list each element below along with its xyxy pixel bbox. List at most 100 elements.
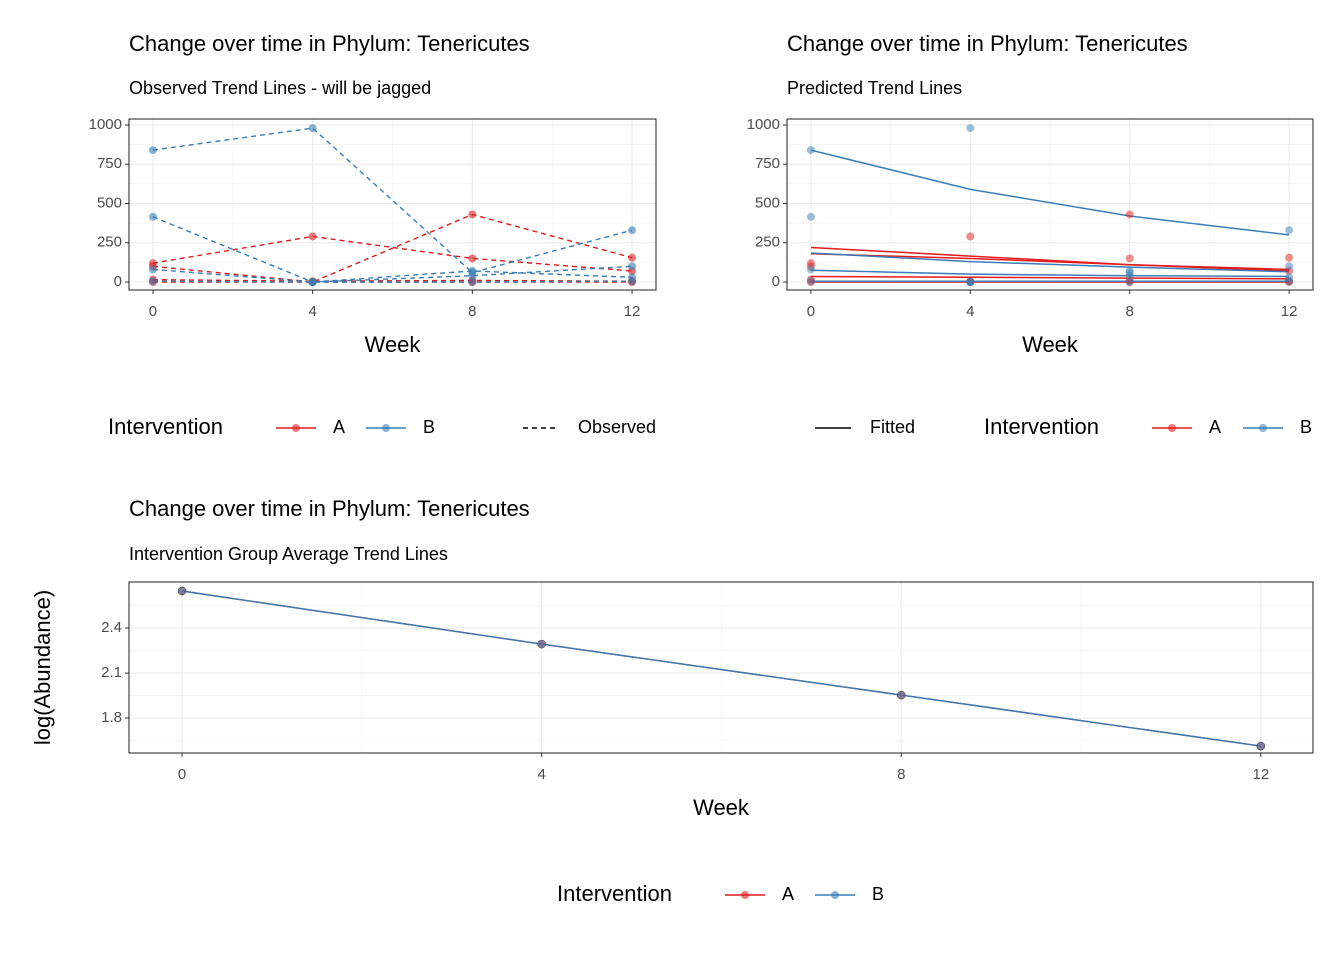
data-point (177, 586, 187, 596)
y-tick-label: 500 (755, 194, 780, 211)
legend-point (741, 891, 749, 899)
data-point (148, 146, 157, 155)
plot-background (129, 582, 1313, 753)
fitted-line (810, 252, 1290, 273)
x-tick-label: 8 (1126, 303, 1134, 320)
panel: Change over time in Phylum: Tenericutes O… (89, 31, 657, 439)
data-point (1285, 226, 1294, 235)
data-point (148, 265, 157, 274)
y-tick-label: 2.4 (101, 619, 122, 636)
legend-label: A (782, 884, 794, 904)
x-tick-label: 0 (807, 303, 815, 320)
fitted-line (810, 275, 1290, 280)
data-point (966, 124, 975, 133)
y-tick-label: 750 (97, 155, 122, 172)
legend-point (382, 424, 390, 432)
x-axis-label: Week (1022, 332, 1079, 357)
fitted-line (810, 252, 1290, 271)
data-point (628, 226, 637, 235)
data-point (308, 277, 317, 286)
y-tick-label: 2.1 (101, 664, 122, 681)
trend-line (152, 127, 633, 274)
data-point (806, 265, 815, 274)
fitted-line (810, 149, 1290, 236)
x-tick-label: 12 (624, 303, 641, 320)
data-point (897, 690, 906, 700)
legend-label: Fitted (870, 417, 915, 437)
y-tick-label: 1000 (89, 116, 122, 133)
data-point (1256, 741, 1266, 751)
x-tick-label: 12 (1253, 766, 1270, 783)
trend-line (181, 590, 1261, 747)
data-point (1125, 254, 1134, 263)
fitted-line (810, 246, 1290, 272)
data-point (966, 277, 975, 286)
data-point (1125, 210, 1134, 219)
legend-point (1168, 424, 1176, 432)
x-axis-label: Week (693, 795, 750, 820)
legend-point (292, 424, 300, 432)
legend-point (831, 891, 839, 899)
y-tick-label: 0 (772, 273, 780, 290)
x-tick-label: 12 (1281, 303, 1298, 320)
data-point (1285, 253, 1294, 262)
legend-title: Intervention (557, 881, 672, 906)
data-point (468, 210, 477, 219)
chart-subtitle: Predicted Trend Lines (787, 78, 962, 98)
data-point (1285, 262, 1294, 271)
y-tick-label: 500 (97, 194, 122, 211)
data-point (806, 212, 815, 221)
x-tick-label: 0 (149, 303, 157, 320)
data-point (308, 124, 317, 133)
x-tick-label: 0 (178, 766, 186, 783)
trend-line (152, 213, 633, 283)
plot-border (128, 581, 1314, 754)
y-tick-label: 250 (97, 234, 122, 251)
chart-subtitle: Intervention Group Average Trend Lines (129, 544, 448, 564)
y-tick-label: 1.8 (101, 709, 122, 726)
trend-line (152, 216, 633, 283)
x-tick-label: 4 (537, 766, 545, 783)
x-axis-label: Week (365, 332, 422, 357)
data-point (628, 277, 637, 286)
trend-line (152, 278, 633, 282)
data-point (966, 232, 975, 241)
trend-line (152, 280, 633, 283)
panel: Change over time in Phylum: Tenericutes P… (747, 31, 1314, 439)
panel: Change over time in Phylum: Tenericutes I… (30, 496, 1314, 906)
legend-label: B (1300, 417, 1312, 437)
y-tick-label: 1000 (747, 116, 780, 133)
x-tick-label: 8 (897, 766, 905, 783)
trend-line (152, 268, 633, 283)
plot-border (786, 118, 1314, 291)
legend-title: Intervention (108, 414, 223, 439)
legend-title: Intervention (984, 414, 1099, 439)
chart-title: Change over time in Phylum: Tenericutes (129, 496, 530, 521)
x-tick-label: 8 (468, 303, 476, 320)
data-point (468, 267, 477, 275)
data-point (806, 146, 815, 155)
legend-label: A (1209, 417, 1221, 437)
data-point (148, 212, 157, 221)
x-tick-label: 4 (308, 303, 316, 320)
data-point (1285, 277, 1294, 286)
y-tick-label: 250 (755, 234, 780, 251)
legend-label: B (423, 417, 435, 437)
data-point (628, 262, 637, 271)
chart-title: Change over time in Phylum: Tenericutes (787, 31, 1188, 56)
x-tick-label: 4 (966, 303, 974, 320)
legend-label: B (872, 884, 884, 904)
plot-border (128, 118, 657, 291)
y-tick-label: 0 (114, 273, 122, 290)
data-point (1125, 277, 1134, 286)
chart-title: Change over time in Phylum: Tenericutes (129, 31, 530, 56)
data-point (537, 639, 546, 649)
legend-label: A (333, 417, 345, 437)
data-point (308, 232, 317, 241)
y-axis-label: log(Abundance) (30, 590, 55, 745)
data-point (806, 277, 815, 286)
data-point (628, 253, 637, 262)
data-point (148, 277, 157, 286)
fitted-line (810, 269, 1290, 278)
